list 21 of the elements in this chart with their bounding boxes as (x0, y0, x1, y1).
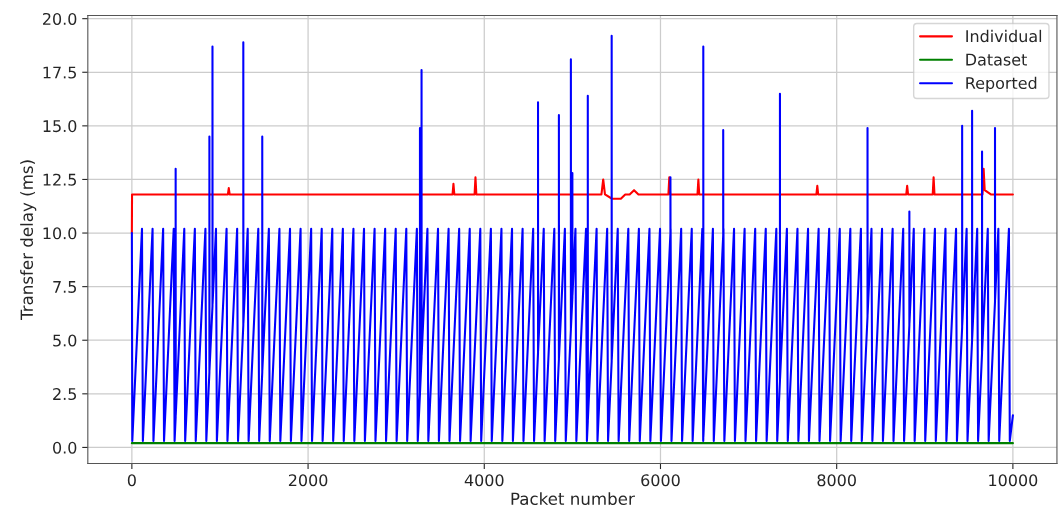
x-tick-label: 4000 (464, 474, 504, 487)
y-axis-title: Transfer delay (ms) (20, 160, 37, 321)
y-tick-label: 10.0 (43, 227, 77, 240)
y-tick-label: 17.5 (43, 66, 76, 79)
y-tick-label: 0.0 (53, 441, 77, 454)
y-tick-label: 7.5 (53, 281, 76, 293)
x-tick-label: 10000 (989, 474, 1038, 487)
x-tick-label: 6000 (641, 474, 680, 487)
legend-label: Individual (966, 29, 1042, 43)
line-series (130, 167, 1014, 235)
y-tick-label: 20.0 (43, 12, 77, 25)
y-tick-label: 15.0 (43, 120, 77, 133)
x-axis-title: Packet number (511, 492, 635, 506)
x-tick-label: 2000 (288, 474, 328, 487)
legend-label: Reported (966, 76, 1037, 93)
y-tick-label: 12.5 (43, 173, 76, 186)
y-tick-label: 5.0 (53, 334, 77, 347)
legend-label: Dataset (966, 53, 1027, 66)
x-tick-label: 8000 (817, 474, 856, 487)
x-tick-label: 0 (127, 474, 136, 487)
y-tick-label: 2.5 (53, 388, 76, 401)
